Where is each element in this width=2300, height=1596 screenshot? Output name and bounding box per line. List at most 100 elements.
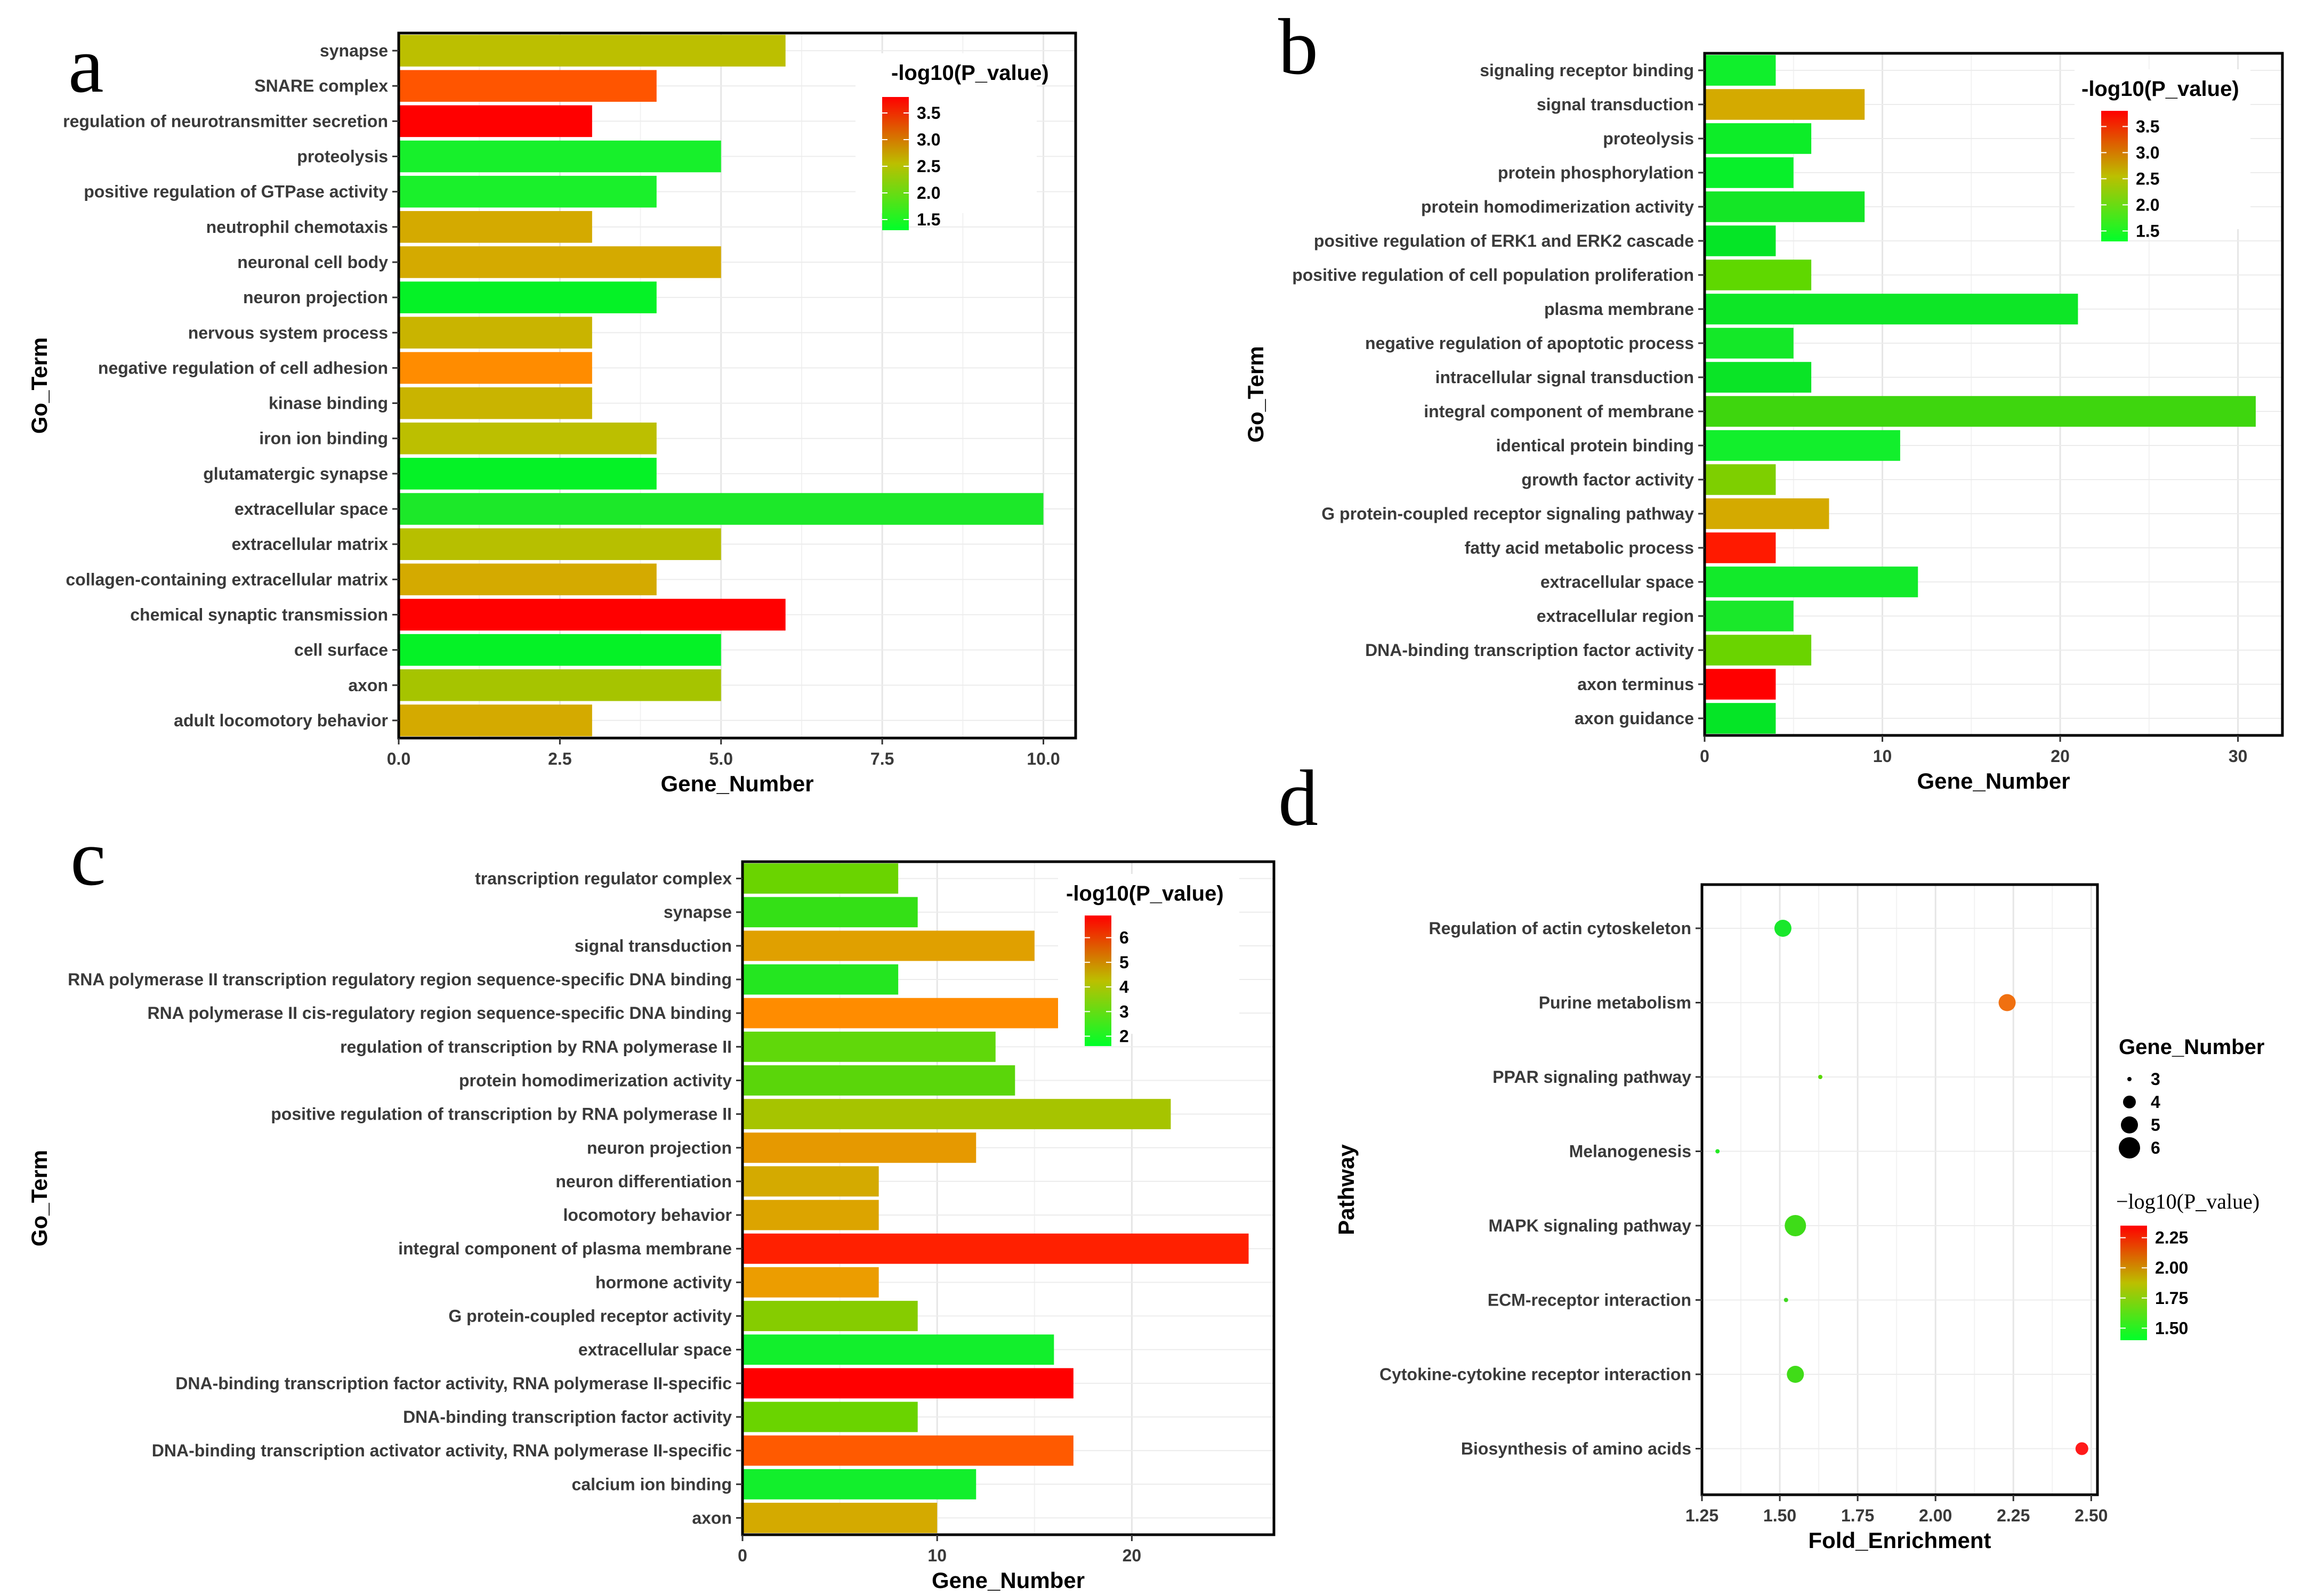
y-tick-label: axon bbox=[692, 1508, 732, 1527]
x-tick-label: 2.5 bbox=[548, 749, 571, 768]
x-tick-label: 7.5 bbox=[870, 749, 894, 768]
bar bbox=[399, 528, 721, 560]
y-tick-label: SNARE complex bbox=[254, 76, 388, 95]
panel-c-chart: transcription regulator complex synapse si… bbox=[27, 860, 1276, 1593]
bar bbox=[1705, 532, 1776, 563]
legend-colorbar bbox=[1085, 916, 1111, 1046]
y-tick-label: neuron differentiation bbox=[555, 1172, 732, 1191]
bar bbox=[1705, 260, 1812, 290]
bar bbox=[1705, 430, 1900, 461]
size-legend-dot bbox=[2123, 1096, 2136, 1108]
x-tick-label: 1.50 bbox=[1763, 1506, 1796, 1525]
y-tick-label: neutrophil chemotaxis bbox=[206, 217, 388, 237]
bar bbox=[1705, 55, 1776, 86]
x-tick-label: 10 bbox=[1873, 747, 1892, 766]
bar bbox=[743, 1031, 996, 1062]
bar bbox=[1705, 157, 1794, 188]
bar bbox=[743, 1132, 977, 1163]
plot-frame bbox=[397, 31, 1077, 740]
y-tick-label: growth factor activity bbox=[1521, 470, 1694, 489]
y-tick-label: G protein-coupled receptor signaling pat… bbox=[1321, 504, 1694, 523]
y-tick-label: positive regulation of GTPase activity bbox=[84, 182, 388, 201]
panel-letter-c: c bbox=[70, 814, 106, 902]
y-tick-label: regulation of transcription by RNA polym… bbox=[340, 1037, 732, 1056]
bar bbox=[399, 422, 657, 455]
legend-tick-label: 1.5 bbox=[2136, 221, 2159, 240]
bar bbox=[1705, 191, 1865, 222]
bar bbox=[743, 1099, 1171, 1130]
y-tick-label: hormone activity bbox=[595, 1273, 732, 1292]
bar bbox=[399, 35, 786, 67]
x-tick-labels: 0.0 2.5 5.0 7.5 10.0 bbox=[387, 738, 1060, 768]
y-tick-label: transcription regulator complex bbox=[475, 869, 732, 888]
bar bbox=[743, 998, 1074, 1028]
size-legend-label: 6 bbox=[2151, 1138, 2160, 1157]
legend-colorbar bbox=[2101, 111, 2128, 241]
bar bbox=[743, 1401, 918, 1432]
legend-tick-label: 2.5 bbox=[917, 157, 940, 176]
y-tick-label: Cytokine-cytokine receptor interaction bbox=[1379, 1365, 1691, 1384]
panel-letter-b: b bbox=[1278, 3, 1318, 91]
y-tick-label: plasma membrane bbox=[1544, 299, 1694, 319]
bar bbox=[1705, 566, 1918, 597]
y-tick-label: PPAR signaling pathway bbox=[1492, 1067, 1691, 1087]
y-tick-label: protein homodimerization activity bbox=[1421, 197, 1694, 216]
legend-title: -log10(P_value) bbox=[891, 61, 1049, 85]
legend-tick-label: 4 bbox=[1119, 977, 1129, 997]
legend-tick-label: 1.5 bbox=[917, 210, 940, 229]
bar bbox=[399, 387, 592, 419]
bar bbox=[399, 70, 657, 102]
y-tick-label: ECM-receptor interaction bbox=[1488, 1291, 1691, 1310]
legend-title: -log10(P_value) bbox=[1066, 882, 1224, 905]
legend-colorbar bbox=[882, 97, 909, 230]
legend-tick-label: 3.5 bbox=[917, 103, 940, 123]
y-tick-label: integral component of plasma membrane bbox=[398, 1239, 732, 1258]
bar bbox=[1705, 89, 1865, 120]
y-tick-label: axon bbox=[348, 676, 388, 695]
panel-letter-d: d bbox=[1278, 754, 1318, 842]
y-tick-label: DNA-binding transcription factor activit… bbox=[1365, 641, 1694, 660]
y-tick-label: synapse bbox=[320, 41, 388, 60]
panel-d-chart: Regulation of actin cytoskeleton Purine m… bbox=[1334, 883, 2264, 1553]
bar bbox=[743, 1233, 1249, 1264]
panel-letter-a: a bbox=[68, 21, 104, 109]
size-legend-label: 4 bbox=[2151, 1092, 2160, 1112]
legend-tick-label: 1.50 bbox=[2155, 1318, 2188, 1338]
x-axis-title: Gene_Number bbox=[660, 771, 813, 796]
bar bbox=[743, 1469, 977, 1500]
color-legend: -log10(P_value) 2 3 4 5 6 bbox=[1058, 874, 1239, 1046]
y-tick-labels: synapse SNARE complex regulation of neurot… bbox=[63, 41, 399, 730]
legend-tick-label: 1.75 bbox=[2155, 1289, 2188, 1308]
bars bbox=[399, 35, 1044, 736]
bar bbox=[743, 1503, 938, 1533]
legend-tick-label: 3 bbox=[1119, 1002, 1129, 1021]
x-tick-label: 0.0 bbox=[387, 749, 410, 768]
x-tick-label: 5.0 bbox=[709, 749, 733, 768]
y-tick-label: regulation of neurotransmitter secretion bbox=[63, 111, 388, 131]
y-tick-label: RNA polymerase II transcription regulato… bbox=[68, 970, 732, 989]
bar bbox=[743, 1301, 918, 1331]
legend-title: -log10(P_value) bbox=[2081, 77, 2239, 101]
legend-tick-label: 5 bbox=[1119, 953, 1129, 972]
y-tick-label: collagen-containing extracellular matrix bbox=[66, 570, 388, 589]
x-tick-label: 2.00 bbox=[1919, 1506, 1952, 1525]
y-tick-label: synapse bbox=[664, 903, 732, 922]
bar bbox=[743, 1334, 1054, 1365]
y-tick-label: positive regulation of ERK1 and ERK2 cas… bbox=[1314, 231, 1694, 250]
legend-tick-label: 2.00 bbox=[2155, 1258, 2188, 1277]
bar bbox=[399, 563, 657, 596]
point bbox=[1998, 994, 2016, 1011]
x-tick-label: 20 bbox=[1123, 1546, 1142, 1565]
y-tick-label: proteolysis bbox=[1603, 129, 1694, 148]
bar bbox=[1705, 601, 1794, 631]
bar bbox=[399, 493, 1044, 525]
panel-a-chart: synapse SNARE complex regulation of neurot… bbox=[27, 31, 1077, 796]
panel-b-chart: signaling receptor binding signal transdu… bbox=[1243, 52, 2284, 793]
size-legend-dot bbox=[2127, 1077, 2132, 1081]
bar bbox=[399, 175, 657, 208]
color-legend: -log10(P_value) 1.5 2.0 2.5 3.0 3.5 bbox=[2075, 69, 2250, 241]
bar bbox=[1705, 669, 1776, 700]
y-axis-title: Go_Term bbox=[27, 337, 52, 434]
y-tick-label: signaling receptor binding bbox=[1480, 61, 1694, 80]
